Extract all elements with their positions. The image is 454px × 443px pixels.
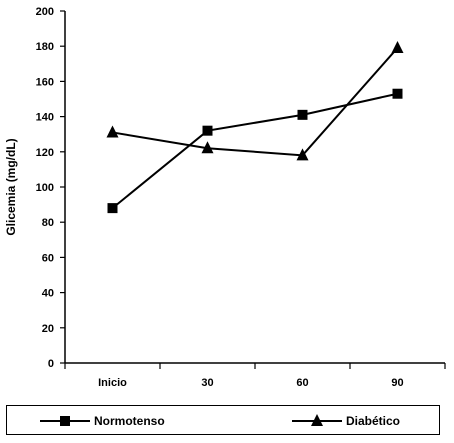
- legend-item-normotenso: Normotenso: [39, 414, 165, 428]
- y-tick-label: 200: [36, 6, 54, 18]
- data-point-triangle: [106, 125, 119, 138]
- data-point-square: [107, 203, 118, 214]
- x-tick-label: 30: [201, 377, 213, 389]
- y-tick-label: 20: [42, 323, 54, 335]
- x-tick-label: Inicio: [98, 377, 127, 389]
- legend-label-normotenso: Normotenso: [94, 414, 165, 428]
- data-point-triangle: [391, 40, 404, 53]
- y-axis-label: Glicemia (mg/dL): [4, 138, 18, 235]
- x-tick-label: 90: [391, 377, 403, 389]
- y-tick-label: 80: [42, 217, 54, 229]
- data-point-square: [202, 125, 213, 136]
- series-line: [112, 47, 399, 157]
- y-tick-label: 0: [48, 358, 54, 370]
- y-tick-label: 140: [36, 112, 54, 124]
- y-tick-label: 40: [42, 288, 54, 300]
- y-tick-label: 100: [36, 182, 54, 194]
- x-tick-label: 60: [296, 377, 308, 389]
- y-tick-label: 120: [36, 147, 54, 159]
- data-point-triangle: [201, 141, 214, 154]
- line-chart: Glicemia (mg/dL) 0 20 40 60 80 100 120 140 160 18…: [4, 6, 446, 389]
- data-point-square: [297, 109, 308, 120]
- legend: Normotenso Diabético: [6, 405, 440, 435]
- triangle-marker-icon: [310, 413, 323, 426]
- legend-label-diabetico: Diabético: [346, 414, 400, 428]
- square-marker-icon: [59, 415, 70, 426]
- series-diabético: [106, 40, 404, 161]
- series-normotenso: [107, 88, 403, 214]
- y-tick-label: 180: [36, 41, 54, 53]
- y-tick-label: 60: [42, 252, 54, 264]
- data-point-square: [392, 88, 403, 99]
- data-point-triangle: [296, 148, 309, 161]
- y-tick-label: 160: [36, 76, 54, 88]
- legend-item-diabetico: Diabético: [291, 413, 400, 428]
- series-line: [111, 92, 398, 209]
